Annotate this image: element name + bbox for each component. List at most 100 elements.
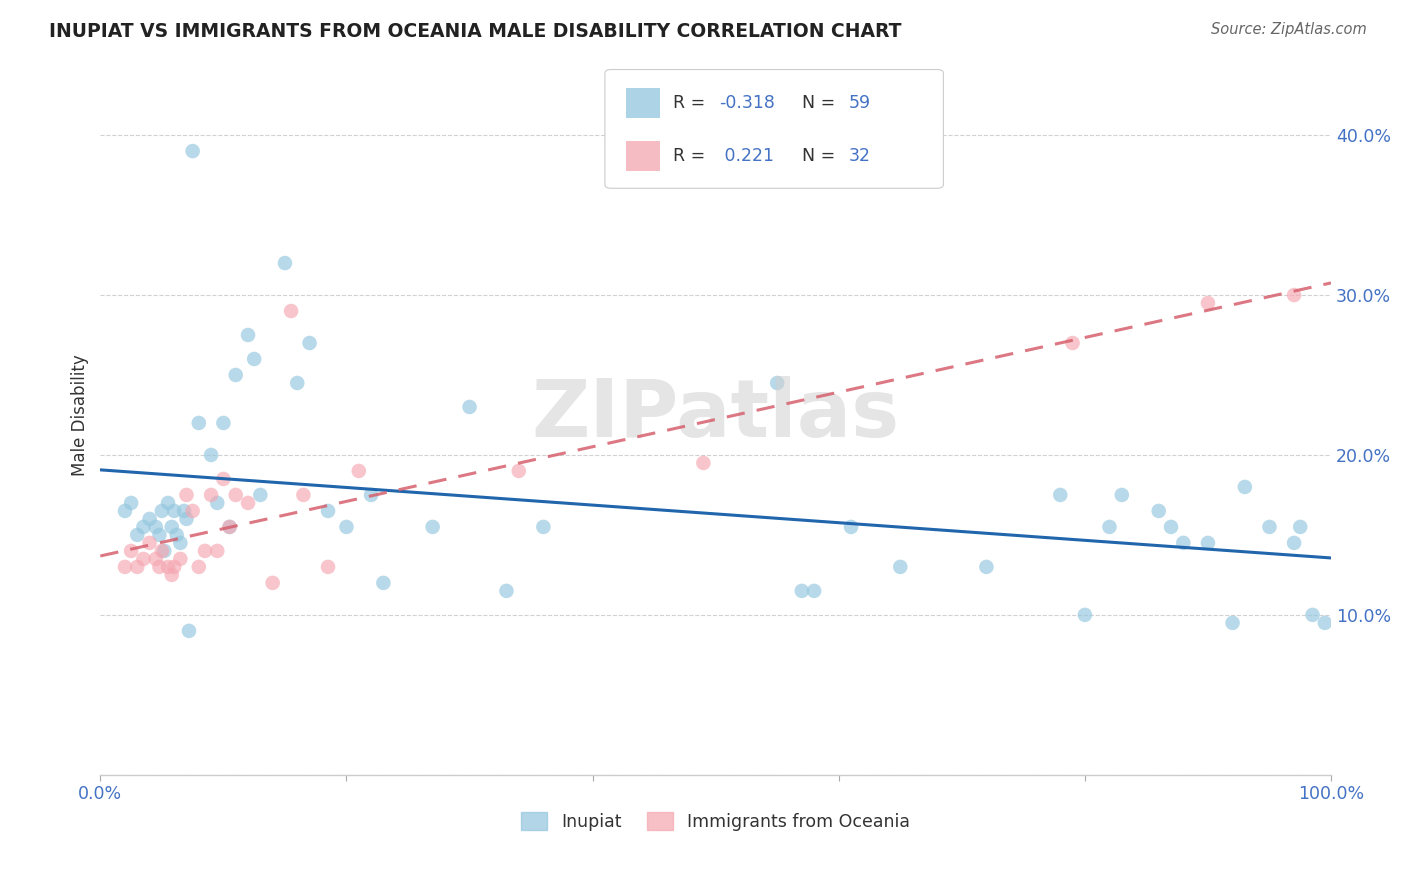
Point bbox=[148, 528, 170, 542]
Point bbox=[187, 560, 209, 574]
Point bbox=[145, 552, 167, 566]
Point bbox=[132, 520, 155, 534]
Point bbox=[169, 552, 191, 566]
Point bbox=[1111, 488, 1133, 502]
Point bbox=[120, 496, 142, 510]
Text: ZIPatlas: ZIPatlas bbox=[531, 376, 900, 454]
Point bbox=[132, 552, 155, 566]
Point bbox=[373, 575, 395, 590]
Point bbox=[127, 560, 149, 574]
Text: -0.318: -0.318 bbox=[720, 95, 775, 112]
Y-axis label: Male Disability: Male Disability bbox=[72, 354, 89, 475]
Point bbox=[249, 488, 271, 502]
Point bbox=[120, 544, 142, 558]
Point bbox=[1197, 536, 1219, 550]
Point bbox=[181, 144, 204, 158]
FancyBboxPatch shape bbox=[626, 88, 661, 119]
Point bbox=[225, 488, 247, 502]
Point bbox=[138, 536, 160, 550]
Point bbox=[1302, 607, 1324, 622]
Text: 32: 32 bbox=[849, 147, 870, 165]
Point bbox=[166, 528, 188, 542]
Point bbox=[1197, 296, 1219, 310]
Point bbox=[225, 368, 247, 382]
Point bbox=[692, 456, 714, 470]
Point bbox=[138, 512, 160, 526]
Text: 0.221: 0.221 bbox=[720, 147, 775, 165]
Legend: Inupiat, Immigrants from Oceania: Inupiat, Immigrants from Oceania bbox=[522, 812, 910, 830]
Point bbox=[316, 560, 339, 574]
Point bbox=[889, 560, 911, 574]
Point bbox=[176, 488, 198, 502]
Point bbox=[236, 328, 259, 343]
Point bbox=[207, 496, 229, 510]
Point bbox=[163, 504, 186, 518]
Point bbox=[157, 560, 180, 574]
Point bbox=[803, 583, 825, 598]
Point bbox=[236, 496, 259, 510]
Point bbox=[274, 256, 297, 270]
Point bbox=[262, 575, 284, 590]
Point bbox=[1098, 520, 1121, 534]
Point bbox=[1258, 520, 1281, 534]
Point bbox=[458, 400, 481, 414]
Point bbox=[839, 520, 862, 534]
Point bbox=[114, 504, 136, 518]
Point bbox=[347, 464, 370, 478]
Point bbox=[766, 376, 789, 390]
Point bbox=[422, 520, 444, 534]
Point bbox=[316, 504, 339, 518]
Point bbox=[150, 544, 173, 558]
Point bbox=[212, 472, 235, 486]
Text: Source: ZipAtlas.com: Source: ZipAtlas.com bbox=[1211, 22, 1367, 37]
Point bbox=[976, 560, 998, 574]
Point bbox=[163, 560, 186, 574]
Point bbox=[173, 504, 195, 518]
Point bbox=[298, 336, 321, 351]
Point bbox=[153, 544, 176, 558]
Point bbox=[1074, 607, 1097, 622]
Point bbox=[280, 304, 302, 318]
Point bbox=[790, 583, 813, 598]
Point bbox=[148, 560, 170, 574]
Point bbox=[508, 464, 530, 478]
Point bbox=[531, 520, 554, 534]
Point bbox=[150, 504, 173, 518]
Point bbox=[157, 496, 180, 510]
Point bbox=[1313, 615, 1336, 630]
Text: N =: N = bbox=[801, 95, 841, 112]
Point bbox=[176, 512, 198, 526]
Point bbox=[177, 624, 200, 638]
Point bbox=[1289, 520, 1312, 534]
Point bbox=[1160, 520, 1182, 534]
Point bbox=[243, 351, 266, 366]
FancyBboxPatch shape bbox=[605, 70, 943, 188]
Point bbox=[1282, 536, 1305, 550]
Point bbox=[1282, 288, 1305, 302]
Text: R =: R = bbox=[672, 95, 710, 112]
Point bbox=[212, 416, 235, 430]
Point bbox=[114, 560, 136, 574]
Point bbox=[495, 583, 517, 598]
Point bbox=[160, 520, 183, 534]
Point bbox=[1049, 488, 1071, 502]
Point bbox=[1062, 336, 1084, 351]
Point bbox=[187, 416, 209, 430]
Text: 59: 59 bbox=[849, 95, 870, 112]
Point bbox=[194, 544, 217, 558]
Point bbox=[335, 520, 357, 534]
Point bbox=[181, 504, 204, 518]
Point bbox=[285, 376, 308, 390]
Point bbox=[160, 568, 183, 582]
Text: INUPIAT VS IMMIGRANTS FROM OCEANIA MALE DISABILITY CORRELATION CHART: INUPIAT VS IMMIGRANTS FROM OCEANIA MALE … bbox=[49, 22, 901, 41]
Point bbox=[1222, 615, 1244, 630]
Point bbox=[360, 488, 382, 502]
Point bbox=[1147, 504, 1170, 518]
Point bbox=[169, 536, 191, 550]
FancyBboxPatch shape bbox=[626, 141, 661, 171]
Point bbox=[292, 488, 315, 502]
Point bbox=[127, 528, 149, 542]
Point bbox=[1233, 480, 1256, 494]
Point bbox=[218, 520, 240, 534]
Point bbox=[207, 544, 229, 558]
